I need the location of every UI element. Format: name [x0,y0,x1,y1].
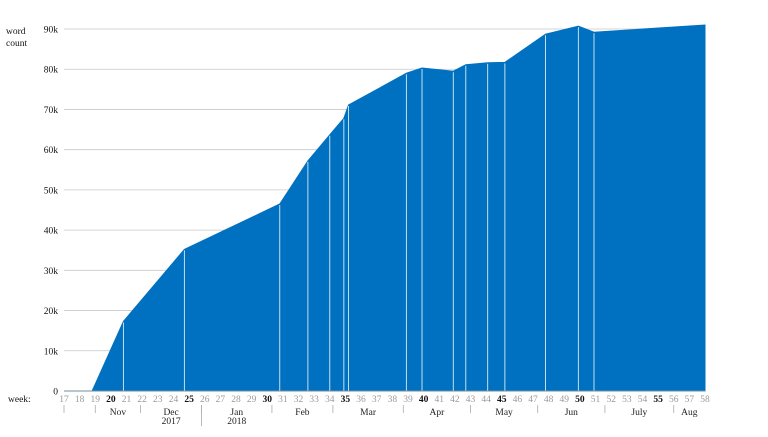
y-axis: word count 0 10k 20k 30k 40k 50k 60k 70k 80k 90k [6,26,58,398]
week-tick-label: 19 [91,395,101,405]
y-tick-label: 60k [44,146,59,156]
week-tick-label: 22 [137,395,147,405]
month-label: Jun [565,408,578,418]
week-tick-label: 29 [247,395,257,405]
week-tick-label: 52 [606,395,616,405]
y-tick-label: 20k [44,307,59,317]
week-tick-label: 33 [309,395,319,405]
week-tick-label: 42 [450,395,460,405]
y-tick-label: 70k [44,106,59,116]
month-label: Jan [230,408,243,418]
week-tick-label: 20 [106,395,116,405]
y-tick-label: 0 [53,388,58,398]
week-tick-label: 56 [669,395,679,405]
week-tick-label: 30 [262,395,272,405]
x-axis: week: 17 18 19 20 21 22 23 24 25 26 27 28 29 30 31 32 33… [8,390,710,427]
year-label: 2017 [162,417,181,427]
week-tick-label: 34 [325,395,335,405]
month-label: Aug [681,408,698,418]
month-label: Apr [429,408,445,418]
week-tick-label: 50 [575,395,585,405]
week-tick-label: 35 [341,395,351,405]
week-tick-label: 18 [75,395,85,405]
week-tick-label: 55 [653,395,663,405]
week-tick-label: 17 [59,395,69,405]
week-tick-label: 40 [419,395,429,405]
week-tick-label: 44 [481,395,491,405]
month-label: Feb [295,408,310,418]
word-count-area [64,24,706,392]
week-tick-label: 46 [513,395,523,405]
month-label: Dec [163,408,178,418]
week-tick-label: 25 [184,395,194,405]
week-tick-label: 23 [153,395,163,405]
month-label: Nov [110,408,127,418]
week-tick-label: 53 [622,395,632,405]
year-label: 2018 [227,417,246,427]
week-tick-label: 21 [122,395,132,405]
y-tick-label: 40k [44,227,59,237]
month-label: May [495,408,513,418]
week-tick-label: 48 [544,395,554,405]
y-tick-label: 90k [44,26,59,36]
plot-area [64,24,706,392]
week-tick-label: 24 [169,395,179,405]
y-axis-label-line2: count [6,39,27,49]
y-axis-label-line1: word [6,27,26,37]
week-tick-label: 58 [700,395,710,405]
y-tick-label: 80k [44,66,59,76]
week-tick-label: 45 [497,395,507,405]
y-tick-label: 30k [44,267,59,277]
week-tick-label: 57 [685,395,695,405]
week-tick-label: 38 [388,395,398,405]
week-tick-label: 31 [278,395,288,405]
week-tick-label: 41 [434,395,444,405]
month-label: Mar [360,408,377,418]
week-tick-label: 54 [638,395,648,405]
month-label: July [631,408,647,418]
week-tick-label: 28 [231,395,241,405]
week-tick-label: 32 [294,395,304,405]
x-axis-label: week: [8,395,31,405]
week-tick-label: 37 [372,395,382,405]
week-tick-label: 51 [591,395,601,405]
y-tick-label: 50k [44,186,59,196]
week-tick-label: 39 [403,395,413,405]
week-tick-label: 27 [216,395,226,405]
week-tick-label: 49 [560,395,570,405]
week-tick-label: 43 [466,395,476,405]
week-tick-label: 47 [528,395,538,405]
y-tick-label: 10k [44,347,59,357]
week-tick-label: 36 [356,395,366,405]
week-tick-label: 26 [200,395,210,405]
